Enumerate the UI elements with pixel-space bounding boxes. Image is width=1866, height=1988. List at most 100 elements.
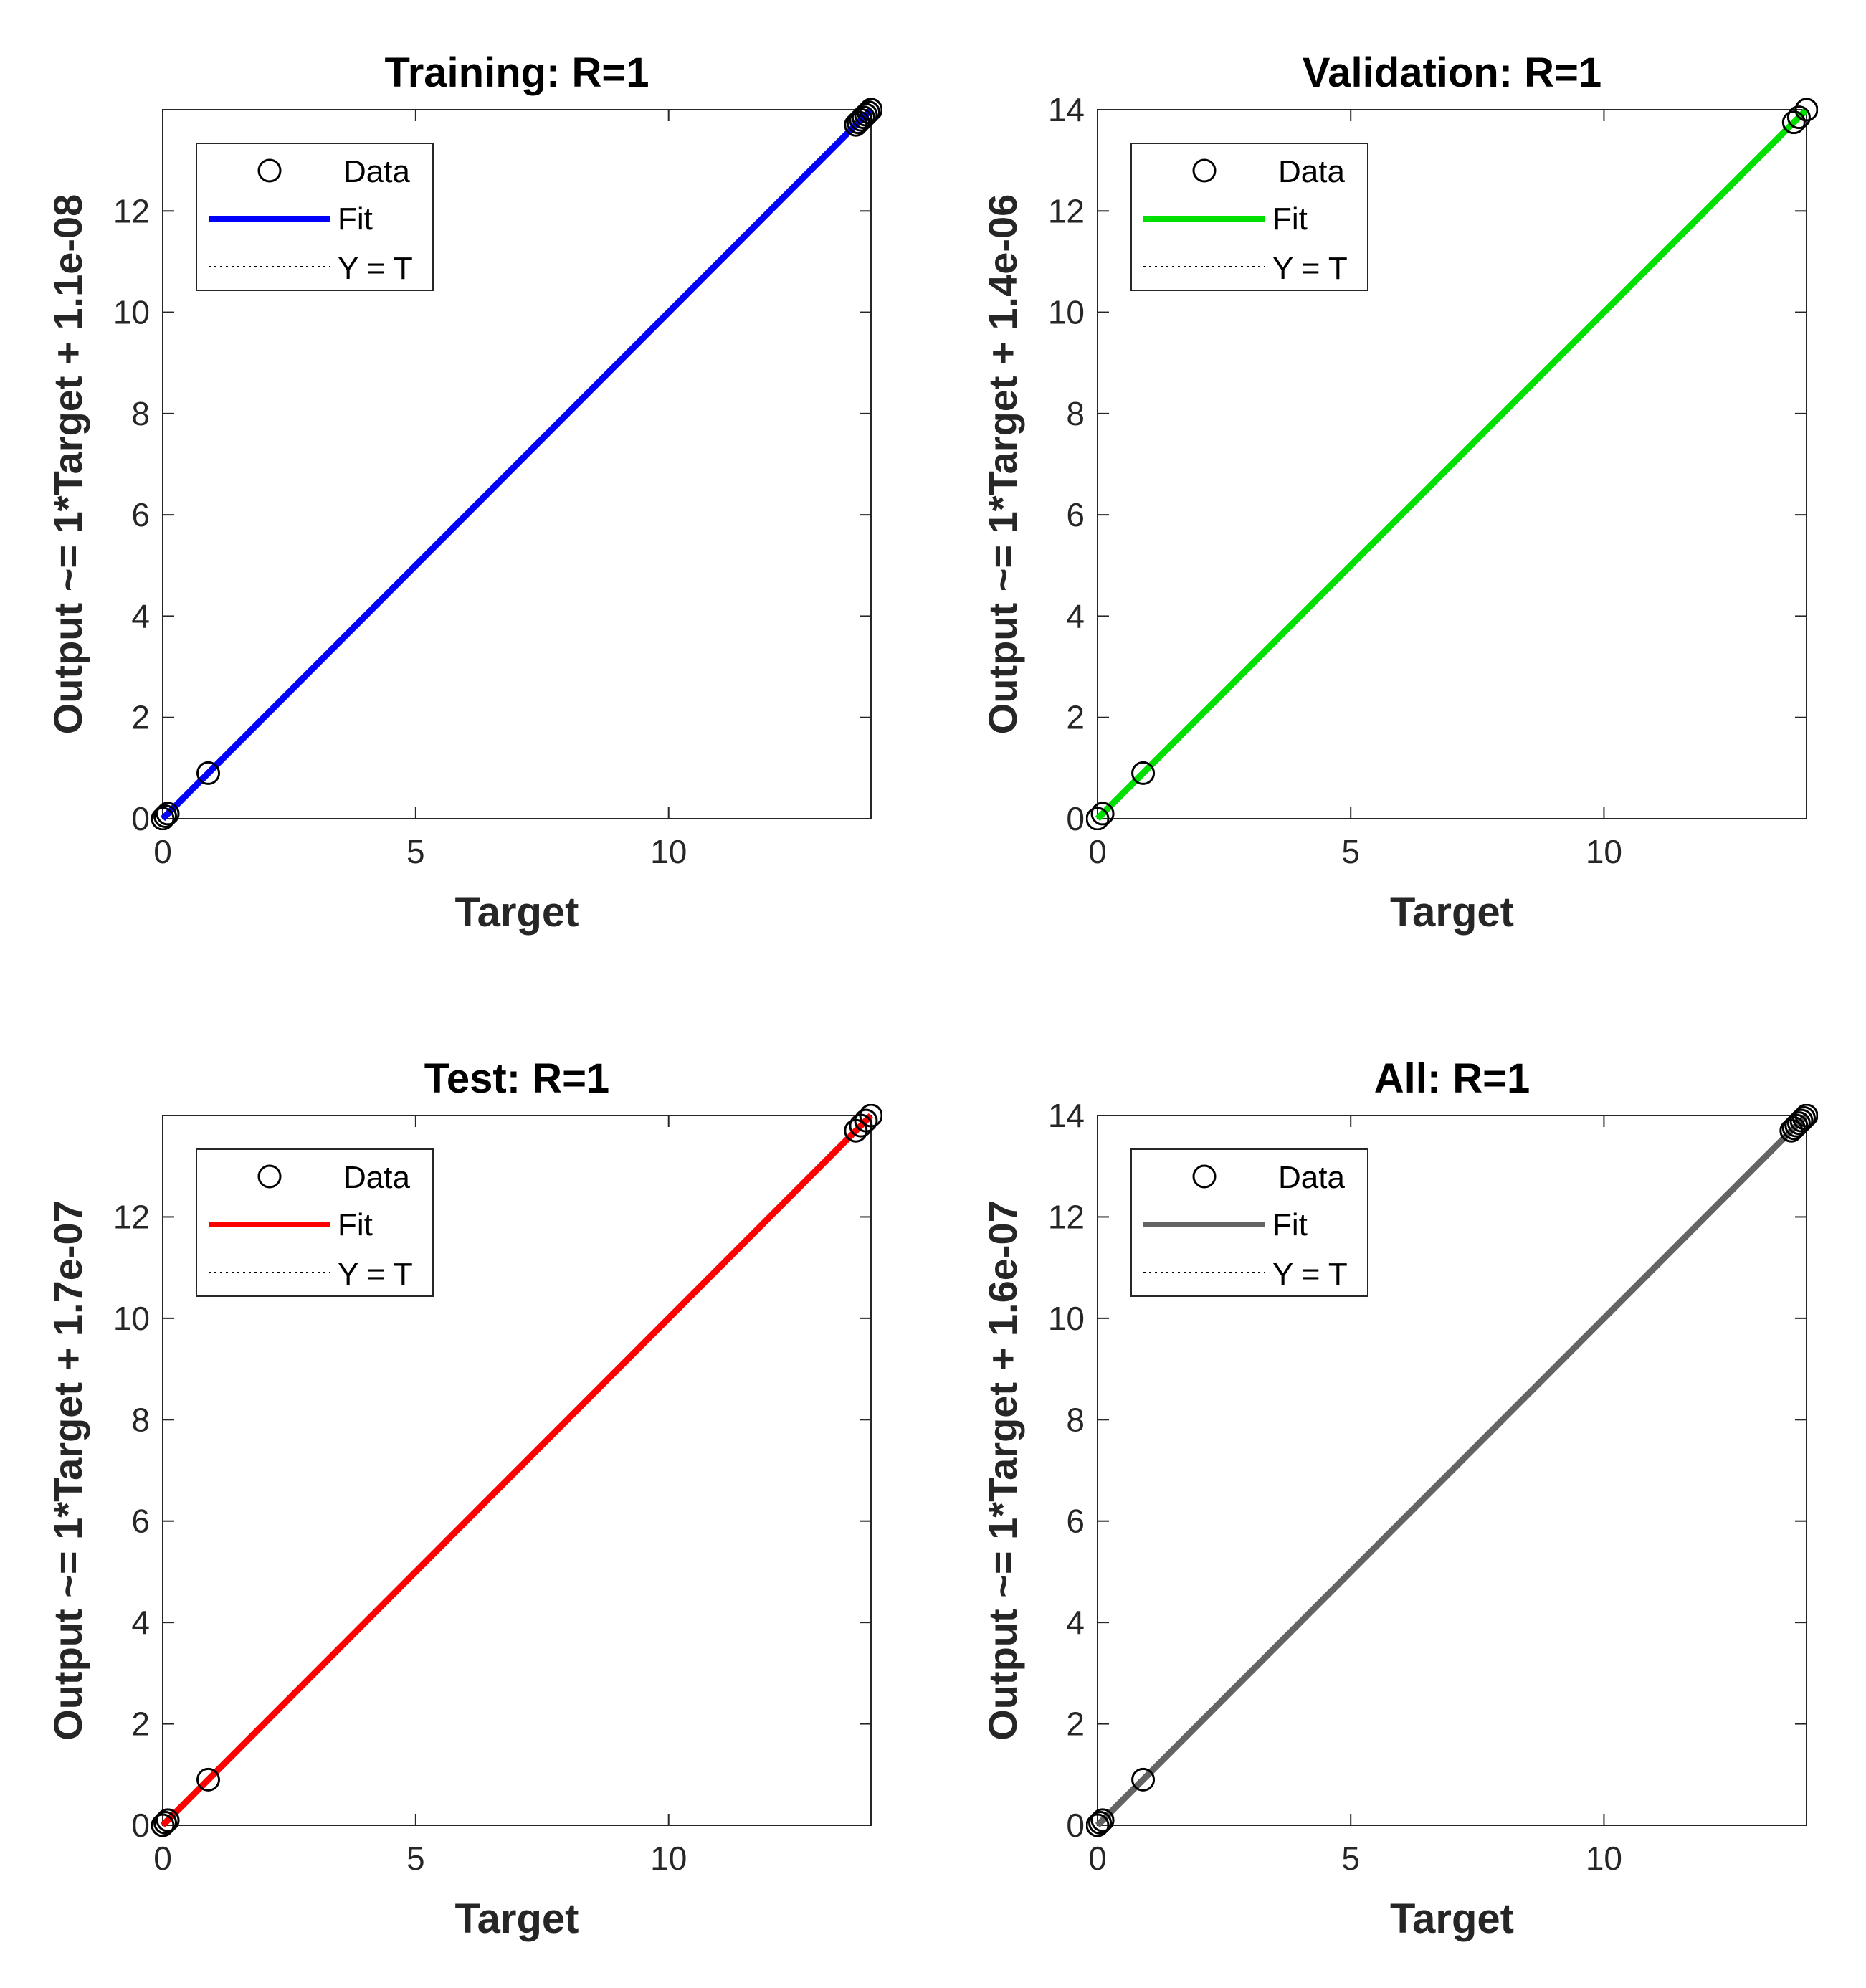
chart1-data-point xyxy=(851,105,875,130)
chart3-data-point xyxy=(859,1104,882,1128)
chart1-fit-line xyxy=(160,107,874,822)
chart4-xlabel: Target xyxy=(1390,1896,1514,1942)
chart3-ytick-label: 8 xyxy=(131,1401,150,1438)
chart3-legend-fit-label: Fit xyxy=(338,1207,373,1242)
chart2-title: Validation: R=1 xyxy=(1303,49,1601,96)
chart3-data-point xyxy=(196,1767,221,1792)
chart1-plot-area xyxy=(151,98,882,830)
chart1-ytick-label: 2 xyxy=(131,699,150,736)
chart3-data-point xyxy=(854,1108,878,1133)
chart4-ytick-label: 4 xyxy=(1066,1604,1085,1641)
chart4-ytick-label: 10 xyxy=(1048,1300,1085,1337)
chart3-ytick-label: 0 xyxy=(131,1807,150,1844)
chart2-data-point xyxy=(1090,802,1115,826)
chart1-legend-identity-label: Y = T xyxy=(338,251,413,286)
chart4-data-point xyxy=(1786,1111,1811,1136)
chart3-plot: 0 5 10 0 2 4 6 8 10 12 Test: R=1 Target Output ~= 1*… xyxy=(45,1055,882,1942)
chart4-xtick-label: 0 xyxy=(1088,1840,1107,1877)
chart2-ytick-label: 12 xyxy=(1048,192,1085,229)
chart2-ytick-label: 2 xyxy=(1066,699,1085,736)
chart1-legend-data-marker xyxy=(257,158,282,183)
chart4-legend-fit-label: Fit xyxy=(1272,1207,1308,1242)
chart4-legend: Data Fit Y = T xyxy=(1130,1148,1368,1297)
chart1-ytick-label: 10 xyxy=(113,294,150,331)
chart2-data-point xyxy=(1794,98,1818,122)
chart2-data-point xyxy=(1781,110,1806,135)
chart3-title: Test: R=1 xyxy=(424,1055,609,1102)
chart2-ytick-label: 8 xyxy=(1066,395,1085,432)
chart4-legend-data-label: Data xyxy=(1278,1160,1345,1195)
chart3-xtick-label: 0 xyxy=(153,1840,172,1877)
chart3-legend: Data Fit Y = T xyxy=(196,1148,434,1297)
chart1-xtick-label: 0 xyxy=(153,833,172,870)
chart3-plot-area xyxy=(151,1104,882,1837)
chart4-ylabel: Output ~= 1*Target + 1.6e-07 xyxy=(980,1200,1025,1741)
chart3-fit-line xyxy=(160,1113,874,1828)
chart1-data-point xyxy=(153,804,178,828)
chart3-ytick-label: 12 xyxy=(113,1198,150,1235)
chart4-ytick-label: 6 xyxy=(1066,1503,1085,1540)
chart3-legend-data-label: Data xyxy=(343,1160,410,1195)
chart3-legend-data-marker xyxy=(257,1164,282,1189)
chart3-legend-identity-label: Y = T xyxy=(338,1257,413,1292)
chart3-data-point xyxy=(153,1810,178,1835)
chart4-plot: 0 5 10 0 2 4 6 8 10 12 14 All: R=1 Target Output ~= 1… xyxy=(980,1055,1818,1942)
chart4-legend-data-marker xyxy=(1192,1164,1217,1189)
chart3-xlabel: Target xyxy=(455,1896,579,1942)
chart1-xtick-label: 10 xyxy=(650,833,687,870)
chart2-xtick-label: 0 xyxy=(1088,833,1107,870)
chart3-xtick-label: 10 xyxy=(650,1840,687,1877)
chart2-legend-data-label: Data xyxy=(1278,154,1345,189)
chart2-xtick-label: 5 xyxy=(1341,833,1360,870)
chart2-data-point xyxy=(1086,807,1110,830)
chart4-ytick-label: 8 xyxy=(1066,1401,1085,1438)
chart4-data-point xyxy=(1789,1108,1814,1133)
chart1-data-point xyxy=(156,802,180,826)
chart1-ytick-label: 8 xyxy=(131,395,150,432)
chart4-fit-line xyxy=(1095,1113,1809,1828)
chart2-ytick-label: 10 xyxy=(1048,294,1085,331)
chart2-data-point xyxy=(1786,105,1811,130)
chart1-legend: Data Fit Y = T xyxy=(196,143,434,291)
chart2-legend-identity-label: Y = T xyxy=(1272,251,1348,286)
chart1-xtick-label: 5 xyxy=(406,833,425,870)
chart2-ytick-label: 4 xyxy=(1066,597,1085,634)
chart4-title: All: R=1 xyxy=(1374,1055,1531,1102)
chart4-ytick-label: 0 xyxy=(1066,1807,1085,1844)
chart4-ytick-label: 2 xyxy=(1066,1706,1085,1743)
chart4-xtick-label: 5 xyxy=(1341,1840,1360,1877)
chart3-ytick-label: 10 xyxy=(113,1300,150,1337)
chart3-data-point xyxy=(151,1813,175,1837)
chart1-ylabel: Output ~= 1*Target + 1.1e-08 xyxy=(45,194,90,735)
chart4-ytick-label: 14 xyxy=(1048,1097,1085,1134)
chart2-ytick-label: 0 xyxy=(1066,800,1085,837)
chart3-ytick-label: 2 xyxy=(131,1706,150,1743)
chart1-ytick-label: 12 xyxy=(113,192,150,229)
chart1-ytick-label: 6 xyxy=(131,496,150,533)
chart1-ytick-label: 0 xyxy=(131,800,150,837)
chart2-plot: 0 5 10 0 2 4 6 8 10 12 14 Validation: R=1 Target Outp… xyxy=(980,49,1818,936)
chart4-data-point xyxy=(1090,1808,1115,1832)
chart1-data-point xyxy=(196,761,221,785)
chart3-ytick-label: 6 xyxy=(131,1503,150,1540)
chart4-data-point xyxy=(1088,1810,1113,1835)
chart2-plot-area xyxy=(1086,98,1818,830)
chart2-xtick-label: 10 xyxy=(1586,833,1622,870)
chart2-legend-data-marker xyxy=(1192,158,1217,183)
chart4-data-point xyxy=(1086,1813,1110,1837)
chart2-data-point xyxy=(1131,761,1156,785)
chart2-legend-fit-label: Fit xyxy=(1272,201,1308,237)
chart2-fit-line xyxy=(1095,107,1809,822)
chart1-ytick-label: 4 xyxy=(131,597,150,634)
chart3-ytick-label: 4 xyxy=(131,1604,150,1641)
chart4-plot-area xyxy=(1086,1104,1818,1837)
chart3-ylabel: Output ~= 1*Target + 1.7e-07 xyxy=(45,1200,90,1741)
chart2-legend: Data Fit Y = T xyxy=(1130,143,1368,291)
chart2-xlabel: Target xyxy=(1390,889,1514,936)
chart3-data-point xyxy=(156,1808,180,1832)
chart4-ytick-label: 12 xyxy=(1048,1198,1085,1235)
chart1-legend-data-label: Data xyxy=(343,154,410,189)
chart4-data-point xyxy=(1131,1767,1156,1792)
chart1-plot: 0 5 10 0 2 4 6 8 10 12 Training: R=1 Target Output ~… xyxy=(45,49,882,936)
